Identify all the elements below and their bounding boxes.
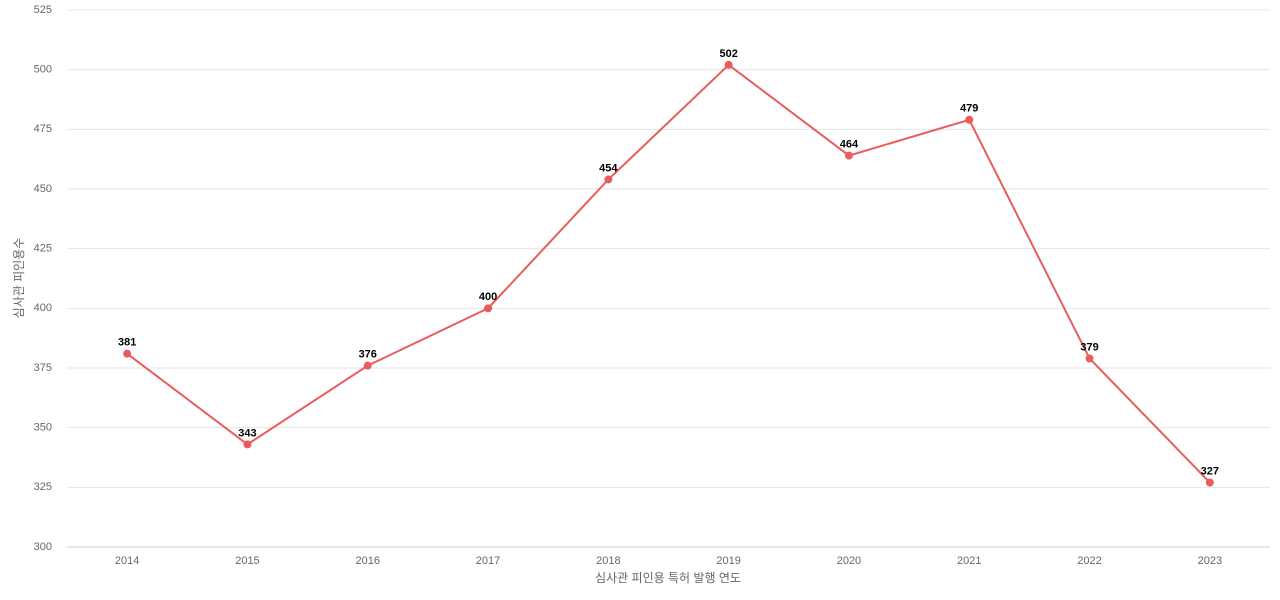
x-tick-label: 2015 xyxy=(235,555,259,567)
point xyxy=(604,175,613,184)
y-tick-label: 300 xyxy=(34,541,52,553)
y-tick-label: 475 xyxy=(34,123,52,135)
x-tick-label: 2018 xyxy=(596,555,620,567)
point xyxy=(123,349,132,358)
y-tick-label: 400 xyxy=(34,302,52,314)
y-axis-title: 심사관 피인용수 xyxy=(12,238,26,319)
data-label: 479 xyxy=(960,103,978,115)
point xyxy=(1085,354,1094,363)
data-label: 379 xyxy=(1080,341,1098,353)
x-tick-label: 2020 xyxy=(837,555,861,567)
data-label: 454 xyxy=(599,162,618,174)
data-label: 327 xyxy=(1201,465,1219,477)
x-tick-label: 2023 xyxy=(1198,555,1222,567)
data-label: 464 xyxy=(840,138,859,150)
point xyxy=(363,361,372,370)
x-tick-label: 2016 xyxy=(356,555,380,567)
x-tick-label: 2014 xyxy=(115,555,139,567)
point xyxy=(1205,478,1214,487)
x-tick-label: 2017 xyxy=(476,555,500,567)
x-tick-label: 2021 xyxy=(957,555,981,567)
y-tick-label: 325 xyxy=(34,481,52,493)
data-label: 502 xyxy=(719,48,737,60)
point xyxy=(965,115,974,124)
y-tick-label: 450 xyxy=(34,183,52,195)
y-tick-label: 350 xyxy=(34,422,52,434)
data-label: 376 xyxy=(359,349,377,361)
point xyxy=(484,304,493,313)
y-tick-label: 525 xyxy=(34,4,52,16)
x-axis-title: 심사관 피인용 특허 발행 연도 xyxy=(595,570,741,585)
data-label: 343 xyxy=(238,427,256,439)
y-tick-label: 425 xyxy=(34,243,52,255)
x-tick-label: 2022 xyxy=(1077,555,1101,567)
y-tick-label: 500 xyxy=(34,64,52,76)
point xyxy=(243,440,252,449)
x-tick-label: 2019 xyxy=(716,555,740,567)
data-label: 381 xyxy=(118,337,136,349)
data-label: 400 xyxy=(479,291,497,303)
point xyxy=(844,151,853,160)
point xyxy=(724,60,733,69)
y-tick-label: 375 xyxy=(34,362,52,374)
line xyxy=(126,63,1211,484)
